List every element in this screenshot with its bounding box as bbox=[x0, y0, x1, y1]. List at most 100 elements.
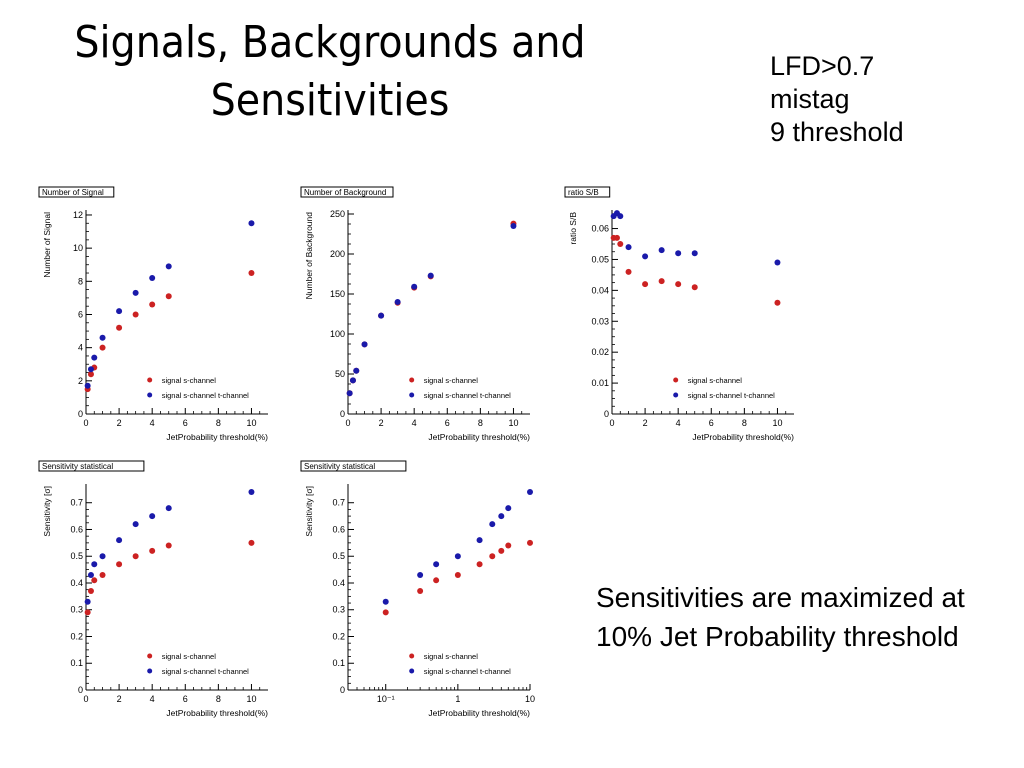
data-point bbox=[691, 284, 698, 291]
series-st-channel bbox=[84, 489, 255, 605]
x-tick-label: 8 bbox=[478, 418, 483, 428]
series-st-channel bbox=[382, 489, 533, 605]
x-tick-label: 1 bbox=[455, 694, 460, 704]
y-tick-label: 0.6 bbox=[332, 524, 345, 534]
data-point bbox=[84, 382, 91, 389]
chart-title-box bbox=[38, 460, 145, 472]
data-point bbox=[625, 244, 632, 251]
y-axis-label: Number of Background bbox=[304, 212, 314, 300]
data-point bbox=[617, 241, 624, 247]
y-tick-label: 0.2 bbox=[70, 631, 83, 641]
x-tick-label: 2 bbox=[117, 694, 122, 704]
data-point bbox=[382, 598, 389, 605]
data-point bbox=[642, 253, 649, 260]
data-point bbox=[132, 289, 139, 296]
data-point bbox=[411, 283, 418, 290]
data-point bbox=[165, 263, 172, 270]
y-tick-label: 0.06 bbox=[591, 224, 609, 234]
chart-svg: ratio S/B 0 0.01 0.02 0.03 0.04 0.05 0.06 0 2 4 6 8 1… bbox=[564, 186, 794, 442]
data-point bbox=[378, 312, 385, 319]
data-point bbox=[116, 324, 123, 331]
x-axis-label: JetProbability threshold(%) bbox=[166, 708, 268, 718]
x-axis-label: JetProbability threshold(%) bbox=[428, 432, 530, 442]
chart-title: Number of Background bbox=[304, 188, 386, 197]
x-tick-label: 0 bbox=[83, 418, 88, 428]
chart-title-group: ratio S/B bbox=[564, 186, 611, 198]
legend-label: signal s-channel t-channel bbox=[162, 391, 249, 400]
data-point bbox=[476, 537, 483, 544]
chart-svg: Number of Background 0 50 100 150 200 250 0 2 4 6 8… bbox=[300, 186, 530, 442]
data-point bbox=[248, 270, 255, 277]
data-point bbox=[149, 547, 156, 554]
legend-marker bbox=[673, 392, 679, 398]
x-tick-label: 10 bbox=[508, 418, 518, 428]
x-tick-label: 4 bbox=[412, 418, 417, 428]
chart-sensitivity-log: Sensitivity statistical 0 0.1 0.2 0.3 0.4 0.5 0… bbox=[298, 458, 542, 722]
legend-marker bbox=[673, 377, 679, 383]
legend: signal s-channel signal s-channel t-chann… bbox=[147, 652, 249, 676]
chart-title-group: Number of Background bbox=[300, 186, 394, 198]
data-point bbox=[691, 250, 698, 257]
legend-label: signal s-channel bbox=[688, 376, 743, 385]
legend-label: signal s-channel t-channel bbox=[688, 391, 775, 400]
x-axis-label: JetProbability threshold(%) bbox=[692, 432, 794, 442]
selection-notes: LFD>0.7 mistag 9 threshold bbox=[770, 50, 904, 149]
data-point bbox=[361, 341, 368, 348]
data-point bbox=[149, 275, 156, 281]
x-tick-label: 4 bbox=[150, 418, 155, 428]
data-point bbox=[165, 293, 172, 300]
legend: signal s-channel signal s-channel t-chann… bbox=[409, 376, 511, 400]
chart-title: Number of Signal bbox=[42, 188, 104, 197]
legend: signal s-channel signal s-channel t-chann… bbox=[409, 652, 511, 676]
data-point bbox=[625, 268, 632, 275]
note-threshold: 9 threshold bbox=[770, 117, 904, 147]
chart-sensitivity-linear: Sensitivity statistical 0 0.1 0.2 0.3 0.4 0.5 0… bbox=[36, 458, 280, 722]
legend: signal s-channel signal s-channel t-chann… bbox=[673, 376, 775, 400]
data-point bbox=[99, 553, 106, 560]
data-point bbox=[165, 505, 172, 512]
data-point bbox=[132, 553, 139, 560]
y-axis-label: Number of Signal bbox=[42, 212, 52, 278]
legend-label: signal s-channel bbox=[424, 376, 479, 385]
data-point bbox=[774, 299, 781, 306]
data-point bbox=[248, 220, 255, 227]
y-tick-label: 0.4 bbox=[70, 578, 83, 588]
x-tick-label: 4 bbox=[676, 418, 681, 428]
y-tick-label: 8 bbox=[78, 276, 83, 286]
data-point bbox=[149, 301, 156, 308]
chart-number-of-signal: Number of Signal 0 2 4 6 8 10 12 0 2 4 6 8 10 JetProba… bbox=[36, 184, 280, 446]
data-point bbox=[476, 561, 483, 568]
slide-title-line-2: Sensitivities bbox=[210, 75, 450, 126]
series-s-channel bbox=[610, 234, 781, 306]
data-point bbox=[91, 577, 98, 584]
data-point bbox=[489, 553, 496, 560]
x-tick-label: 10 bbox=[772, 418, 782, 428]
legend-label: signal s-channel t-channel bbox=[424, 391, 511, 400]
y-tick-label: 12 bbox=[73, 210, 83, 220]
y-tick-label: 0.7 bbox=[70, 498, 83, 508]
legend-marker bbox=[147, 653, 153, 659]
y-tick-label: 0.3 bbox=[332, 605, 345, 615]
data-point bbox=[427, 272, 434, 279]
data-point bbox=[658, 278, 665, 285]
data-point bbox=[774, 259, 781, 266]
note-mistag: mistag bbox=[770, 84, 850, 114]
data-point bbox=[454, 571, 461, 578]
data-point bbox=[613, 234, 620, 241]
data-point bbox=[527, 539, 533, 546]
y-tick-label: 0 bbox=[340, 409, 345, 419]
data-point bbox=[454, 553, 461, 560]
data-point bbox=[505, 505, 512, 512]
y-tick-label: 0.7 bbox=[332, 498, 345, 508]
data-point bbox=[91, 354, 98, 361]
y-tick-label: 0.01 bbox=[591, 378, 609, 388]
chart-title-box bbox=[38, 186, 115, 198]
y-tick-label: 0 bbox=[604, 409, 609, 419]
y-tick-label: 150 bbox=[330, 289, 345, 299]
legend-marker bbox=[147, 668, 153, 674]
note-lfd: LFD>0.7 bbox=[770, 51, 875, 81]
y-tick-label: 4 bbox=[78, 343, 83, 353]
y-tick-label: 0.2 bbox=[332, 631, 345, 641]
data-point bbox=[84, 609, 91, 616]
chart-title: ratio S/B bbox=[568, 188, 599, 197]
